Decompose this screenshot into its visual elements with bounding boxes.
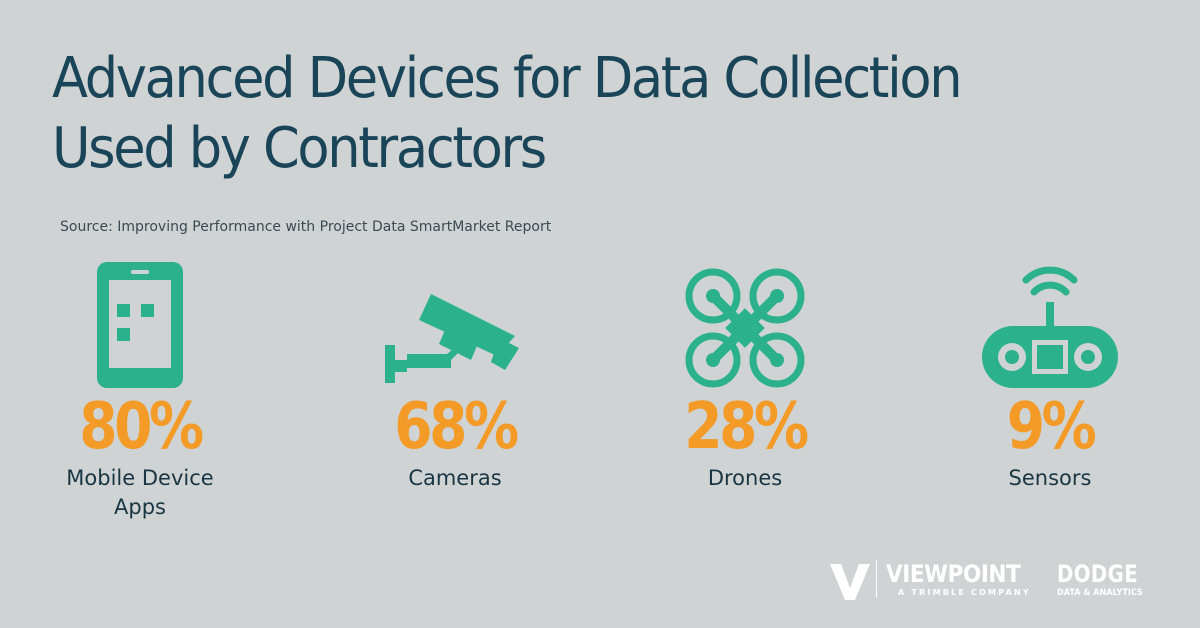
stat-label: Drones bbox=[625, 464, 865, 493]
stat-label-line-1: Drones bbox=[707, 466, 783, 490]
footer-logos: VIEWPOINT A TRIMBLE COMPANY DODGE DATA &… bbox=[830, 556, 1160, 604]
stat-percent: 28% bbox=[684, 390, 809, 464]
stat-drones: 28% Drones bbox=[625, 250, 865, 493]
stat-sensors: 9% Sensors bbox=[930, 250, 1170, 493]
stat-label-line-1: Sensors bbox=[1008, 466, 1092, 490]
mobile-phone-icon bbox=[97, 262, 183, 388]
stat-label-line-2: Apps bbox=[114, 495, 166, 519]
logo-divider bbox=[876, 560, 877, 598]
viewpoint-logo-icon bbox=[830, 564, 870, 600]
source-note: Source: Improving Performance with Proje… bbox=[60, 219, 552, 235]
drone-icon bbox=[685, 268, 805, 388]
title-line-2: Used by Contractors bbox=[52, 116, 547, 181]
sensor-icon bbox=[982, 266, 1118, 388]
page-title: Advanced Devices for Data Collection Use… bbox=[52, 44, 1105, 184]
stat-percent: 9% bbox=[1006, 390, 1097, 464]
stat-cameras: 68% Cameras bbox=[335, 250, 575, 493]
stat-mobile-device-apps: 80% Mobile Device Apps bbox=[20, 250, 260, 522]
security-camera-icon bbox=[385, 294, 519, 383]
dodge-tagline: DATA & ANALYTICS bbox=[1057, 588, 1143, 598]
dodge-logo-text: DODGE bbox=[1057, 560, 1139, 588]
viewpoint-tagline: A TRIMBLE COMPANY bbox=[898, 588, 1031, 597]
stat-percent: 80% bbox=[79, 390, 204, 464]
stat-label-line-1: Cameras bbox=[408, 466, 502, 490]
viewpoint-logo-text: VIEWPOINT bbox=[886, 560, 1021, 588]
stat-label: Sensors bbox=[930, 464, 1170, 493]
stat-label: Cameras bbox=[335, 464, 575, 493]
stat-label: Mobile Device Apps bbox=[20, 464, 260, 522]
stat-label-line-1: Mobile Device bbox=[66, 466, 214, 490]
stat-percent: 68% bbox=[394, 390, 519, 464]
title-line-1: Advanced Devices for Data Collection bbox=[52, 46, 963, 111]
